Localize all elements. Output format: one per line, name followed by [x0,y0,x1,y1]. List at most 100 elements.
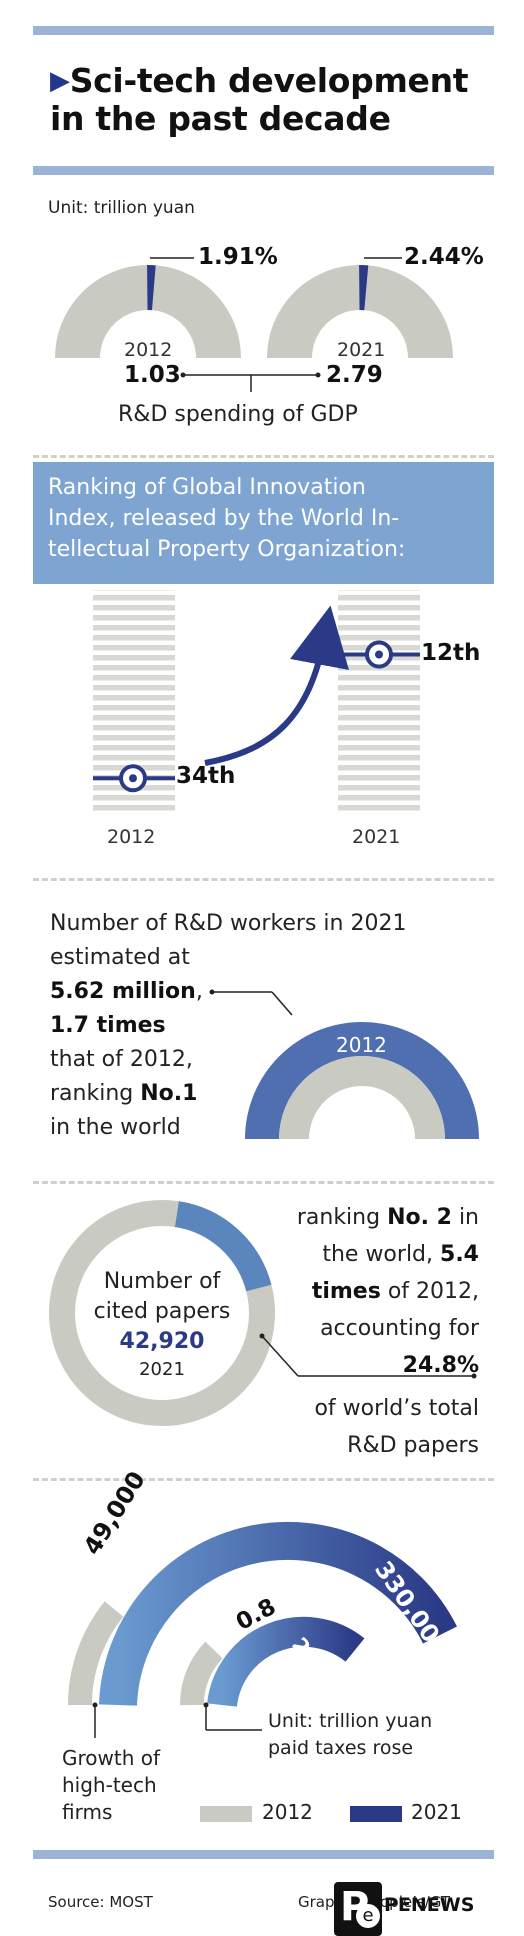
gii-line-3: tellectual Property Organization: [48,537,406,562]
gii-year-2021: 2021 [352,826,401,848]
workers-pointer-dot [209,989,215,995]
gii-marker-dot-2012 [129,774,137,783]
top-rule [33,26,494,35]
workers-line-7: in the world [50,1115,181,1140]
connector-dot-right [315,372,321,378]
gii-rank-2012: 34th [176,763,236,790]
legend-swatch-2021 [350,1806,402,1822]
brand-logo: P e [334,1882,382,1936]
legend-label-2012: 2012 [262,1800,313,1824]
papers-r1a: ranking [296,1205,381,1230]
gii-marker-dot-2021 [375,650,383,659]
papers-r3b: of 2012, [387,1279,479,1304]
papers-donut [49,1200,299,1426]
ring-2012 [279,1056,445,1139]
arc-firms-2021 [99,1521,457,1706]
gauge-2012-track [55,265,241,358]
triangle-icon: ▶ [50,66,70,96]
gauge-2021-track [267,265,453,358]
legend-swatch-2012 [200,1806,252,1822]
rd-year-2012: 2012 [124,339,173,361]
connector-dot-left [180,372,186,378]
arc-tax-2021 [207,1616,365,1708]
tax-label: paid taxes rose [268,1737,414,1759]
unit-label-rd: Unit: trillion yuan [48,198,195,218]
workers-value: 5.62 million [50,979,196,1004]
firms-pointer-dot [92,1702,98,1708]
papers-ring-share [174,1201,272,1292]
papers-r1b: No. 2 [387,1205,452,1230]
rd-share-2012: 1.91% [198,244,278,270]
gauge-2021-share [359,265,369,311]
firms-caption: Growth of high-tech firms [62,1745,160,1826]
brand-text: PENEWS [384,1894,475,1916]
gii-chart [93,590,420,815]
ring-label-2012: 2012 [336,1033,387,1057]
papers-value: 42,920 [119,1329,205,1354]
workers-line-4: 1.7 times [50,1009,320,1043]
workers-rings [209,989,479,1139]
arc-firms-2012 [67,1601,124,1706]
workers-line-6: ranking No.1 [50,1077,320,1111]
legend-label-2021: 2021 [411,1800,462,1824]
gii-banner [33,462,494,584]
papers-line-4: accounting for [320,1316,479,1341]
papers-line-1: ranking No. 2 in [239,1199,479,1236]
firms-caption-1: Growth of [62,1746,161,1770]
papers-r2b: 5.4 [440,1242,479,1267]
papers-line-2: the world, 5.4 [239,1236,479,1273]
workers-line-2: estimated at [50,945,190,970]
source-text: Source: MOST [48,1893,153,1911]
papers-pointer-ext [298,1373,477,1379]
workers-text: Number of R&D workers in 2021 estimated … [50,907,407,1145]
workers-line-1: Number of R&D workers in 2021 [50,911,407,936]
tax-unit: Unit: trillion yuan [268,1710,433,1732]
papers-line-7: R&D papers [347,1433,479,1458]
rd-amount-2021: 2.79 [326,362,383,388]
papers-center: Number of cited papers 42,920 2021 [72,1267,252,1383]
workers-ranking: ranking [50,1081,134,1106]
gii-rank-2021: 12th [421,639,481,666]
workers-times: 1.7 times [50,1013,166,1038]
workers-comma: , [195,979,203,1004]
divider-2 [33,878,494,881]
papers-pointer-end [471,1373,477,1379]
firms-caption-3: firms [62,1800,113,1824]
workers-line-3: 5.62 million, [50,975,320,1009]
papers-r2a: the world, [322,1242,434,1267]
ring-2021 [245,1022,479,1139]
divider-1 [33,455,494,458]
papers-r5: 24.8% [402,1353,479,1378]
papers-line-3: times of 2012, [239,1273,479,1310]
rd-amount-2012: 1.03 [124,362,181,388]
gauge-2012-share [147,265,156,311]
gii-line-1: Ranking of Global Innovation [48,475,366,500]
gii-trend-arrow [204,605,349,766]
papers-pointer-dot [259,1333,265,1339]
bottom-rule [33,1850,494,1859]
title-line-1: Sci-tech development [69,61,469,100]
workers-pointer-2 [271,991,293,1016]
hitech-arcs [67,1521,457,1738]
gii-year-2012: 2012 [107,826,156,848]
papers-text: ranking No. 2 in the world, 5.4 times of… [239,1199,479,1464]
rd-gauges [55,257,453,392]
firms-caption-2: high-tech [62,1773,157,1797]
papers-center-2: cited papers [93,1299,231,1324]
tax-pointer-dot [203,1702,209,1708]
rd-caption: R&D spending of GDP [118,402,358,427]
rd-share-2021: 2.44% [404,244,484,270]
gii-column-2021 [338,590,420,815]
title-line-2: in the past decade [50,99,391,138]
divider-3 [33,1181,494,1184]
papers-ring-track [49,1200,275,1426]
gii-line-2: Index, released by the World In- [48,506,400,531]
workers-no1: No.1 [140,1081,198,1106]
page-title: ▶Sci-tech development in the past decade [50,61,469,138]
title-rule [33,166,494,175]
papers-line-6: of world’s total [314,1396,479,1421]
papers-line-5: 24.8% [239,1347,479,1384]
divider-4 [33,1478,494,1481]
ring-label-2021: 2021 [336,986,387,1010]
papers-r3a: times [311,1279,381,1304]
